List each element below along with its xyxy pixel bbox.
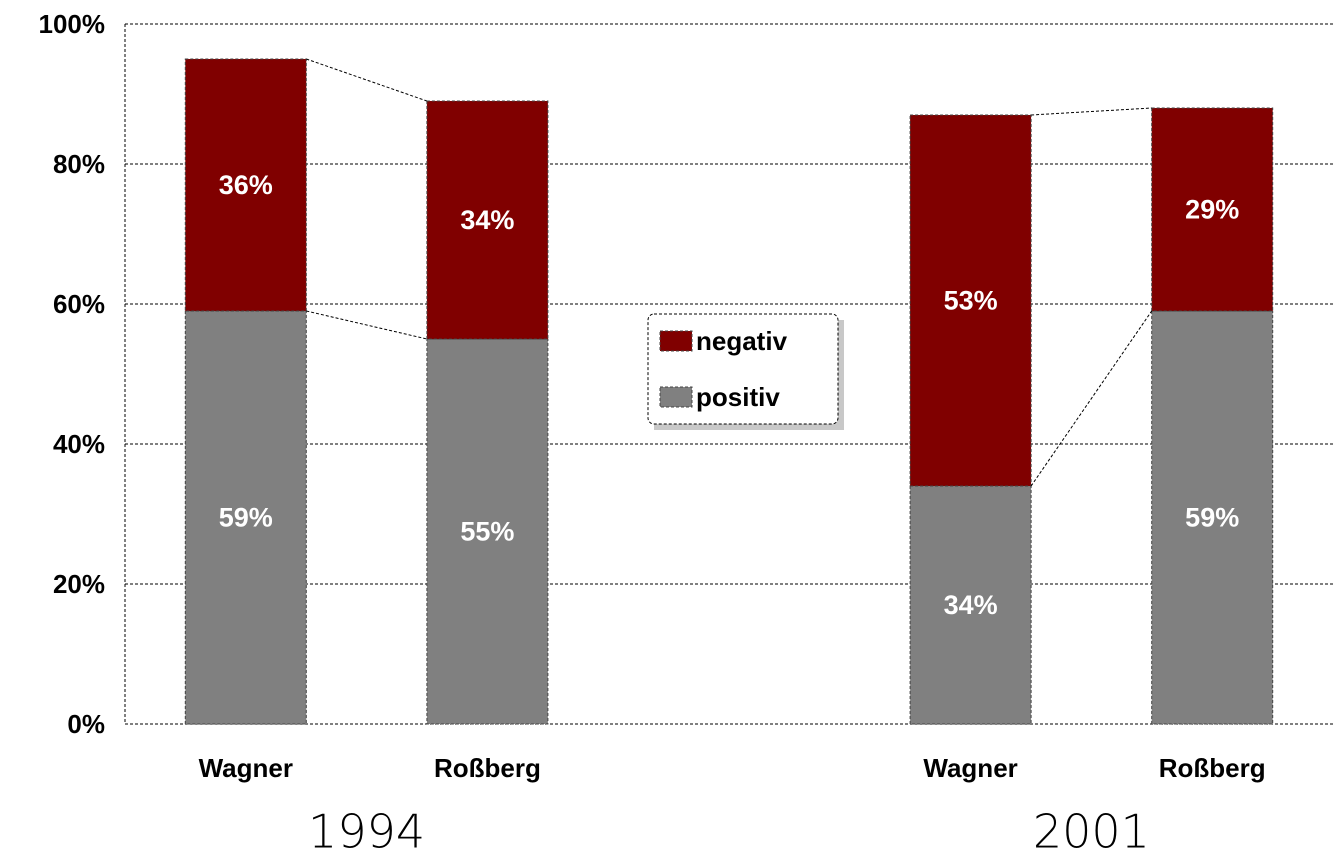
connector-line bbox=[306, 58, 428, 102]
data-label: 55% bbox=[460, 517, 514, 547]
x-tick-label: Roßberg bbox=[1159, 753, 1266, 783]
legend-label: negativ bbox=[696, 326, 788, 356]
data-label: 59% bbox=[1185, 503, 1239, 533]
bar-segment bbox=[426, 338, 549, 725]
data-label: 36% bbox=[219, 170, 273, 200]
x-tick-label: Wagner bbox=[199, 753, 293, 783]
y-tick-label: 100% bbox=[39, 9, 106, 39]
data-label: 34% bbox=[460, 205, 514, 235]
bar-segment bbox=[909, 485, 1032, 725]
bar-segment bbox=[184, 58, 307, 312]
y-tick-label: 20% bbox=[53, 569, 105, 599]
data-label: 53% bbox=[944, 286, 998, 316]
legend-swatch bbox=[659, 386, 693, 408]
group-label: 1994 bbox=[308, 805, 425, 859]
bar-segment bbox=[909, 114, 1032, 487]
legend-label: positiv bbox=[696, 382, 780, 412]
bar-segment bbox=[1151, 107, 1274, 312]
y-tick-label: 40% bbox=[53, 429, 105, 459]
legend-swatch bbox=[659, 330, 693, 352]
x-tick-label: Roßberg bbox=[434, 753, 541, 783]
y-tick-label: 60% bbox=[53, 289, 105, 319]
x-tick-label: Wagner bbox=[923, 753, 1017, 783]
connector-line bbox=[306, 310, 428, 340]
data-label: 29% bbox=[1185, 195, 1239, 225]
data-label: 34% bbox=[944, 590, 998, 620]
y-tick-label: 0% bbox=[67, 709, 105, 739]
connector-line bbox=[1030, 310, 1153, 487]
group-label: 2001 bbox=[1033, 805, 1150, 859]
data-label: 59% bbox=[219, 503, 273, 533]
connector-line bbox=[1031, 107, 1152, 116]
legend: negativ positiv bbox=[647, 313, 844, 430]
legend-box bbox=[647, 313, 839, 425]
bar-segment bbox=[1151, 310, 1274, 725]
y-tick-label: 80% bbox=[53, 149, 105, 179]
bar-segment bbox=[426, 100, 549, 340]
bar-segment bbox=[184, 310, 307, 725]
